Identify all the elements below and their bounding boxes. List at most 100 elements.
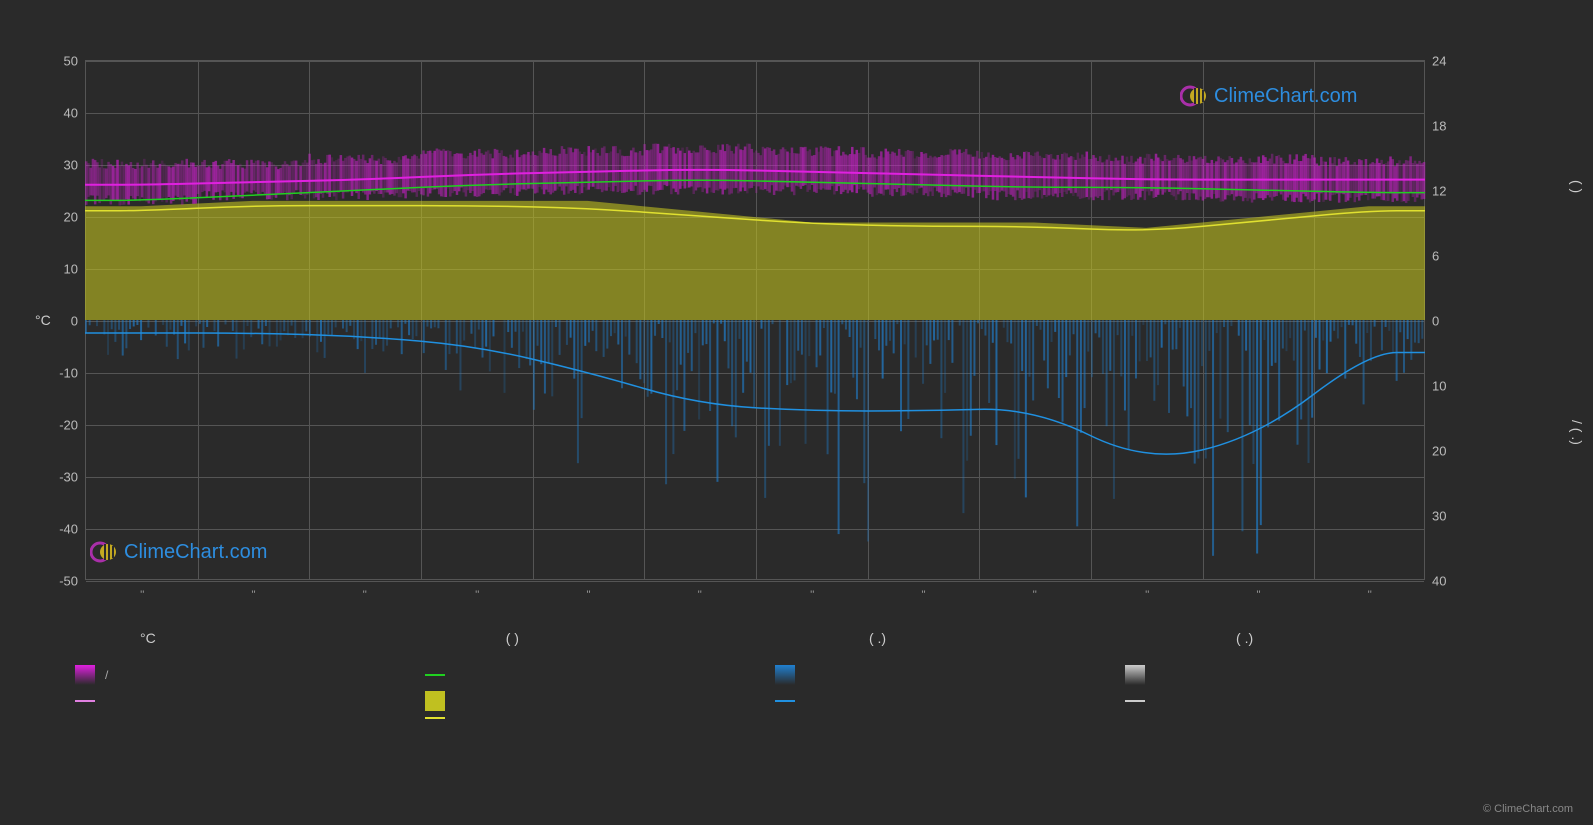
precip-bar bbox=[749, 320, 751, 373]
precip-bar bbox=[1120, 320, 1122, 376]
precip-bar bbox=[1414, 320, 1416, 343]
legend-item bbox=[775, 717, 1105, 719]
y-tick-right: 24 bbox=[1424, 54, 1446, 69]
precip-bar bbox=[805, 320, 807, 444]
temp-spread bbox=[1414, 161, 1417, 202]
precip-bar bbox=[122, 320, 124, 356]
temp-spread bbox=[815, 148, 818, 193]
temp-spread bbox=[956, 154, 959, 193]
precip-bar bbox=[801, 320, 803, 355]
precip-bar bbox=[129, 320, 131, 329]
precip-bar bbox=[250, 320, 252, 337]
precip-bar bbox=[1311, 320, 1313, 418]
precip-bar bbox=[896, 320, 898, 324]
precip-bar bbox=[1308, 320, 1310, 463]
temp-spread bbox=[641, 155, 644, 192]
y-tick-right: 18 bbox=[1424, 119, 1446, 134]
temp-spread bbox=[918, 157, 921, 188]
precip-bar bbox=[709, 320, 711, 411]
precip-bar bbox=[995, 320, 997, 445]
temp-spread bbox=[1036, 152, 1039, 198]
precip-bar bbox=[434, 320, 436, 327]
y-tick-left: -10 bbox=[59, 366, 86, 381]
temp-spread bbox=[534, 155, 537, 193]
precip-bar bbox=[1201, 320, 1203, 366]
precip-bar bbox=[481, 320, 483, 358]
precip-bar bbox=[1315, 320, 1317, 338]
temp-spread bbox=[465, 158, 468, 196]
legend-swatch bbox=[1125, 665, 1145, 685]
temp-spread bbox=[253, 163, 256, 191]
temp-spread bbox=[1249, 158, 1252, 198]
precip-bar bbox=[1403, 320, 1405, 373]
temp-spread bbox=[1251, 162, 1254, 202]
temp-spread bbox=[440, 151, 443, 197]
precip-bar bbox=[951, 320, 953, 363]
precip-bar bbox=[118, 320, 120, 330]
temp-spread bbox=[706, 150, 709, 194]
temp-spread bbox=[1199, 157, 1202, 197]
precip-bar bbox=[823, 320, 825, 328]
temp-spread bbox=[771, 151, 774, 185]
precip-bar bbox=[768, 320, 770, 446]
temp-spread bbox=[1170, 160, 1173, 195]
temp-spread bbox=[107, 162, 110, 196]
precip-bar bbox=[570, 320, 572, 338]
precip-bar bbox=[85, 320, 87, 333]
temp-spread bbox=[317, 159, 320, 200]
temp-spread bbox=[1005, 160, 1008, 197]
temp-spread bbox=[777, 154, 780, 192]
precip-bar bbox=[456, 320, 458, 353]
temp-spread bbox=[572, 152, 575, 190]
temp-spread bbox=[201, 162, 204, 192]
precip-bar bbox=[1036, 320, 1038, 326]
temp-spread bbox=[130, 162, 133, 196]
precip-bar bbox=[731, 320, 733, 426]
temp-spread bbox=[239, 164, 242, 198]
temp-spread bbox=[826, 148, 829, 190]
precip-bar bbox=[1333, 320, 1335, 331]
chart-svg bbox=[85, 60, 1425, 580]
precip-bar bbox=[1087, 320, 1089, 352]
temp-spread bbox=[672, 147, 675, 188]
temp-spread bbox=[349, 156, 352, 191]
temp-spread bbox=[869, 158, 872, 195]
precip-bar bbox=[504, 320, 506, 393]
precip-bar bbox=[713, 320, 715, 323]
temp-spread bbox=[1333, 157, 1336, 195]
temp-spread bbox=[1050, 154, 1053, 195]
temp-spread bbox=[188, 167, 191, 197]
precip-bar bbox=[1168, 320, 1170, 413]
temp-spread bbox=[460, 154, 463, 188]
temp-spread bbox=[934, 156, 937, 187]
precip-bar bbox=[448, 320, 450, 354]
legend-group-title: °C bbox=[140, 630, 156, 646]
temp-spread bbox=[1068, 157, 1071, 190]
precip-bar bbox=[948, 320, 950, 340]
legend-item bbox=[1125, 691, 1455, 711]
temp-spread bbox=[692, 151, 695, 194]
precip-bar bbox=[808, 320, 810, 356]
temp-spread bbox=[927, 158, 930, 196]
temp-spread bbox=[972, 157, 975, 198]
precip-bar bbox=[184, 320, 186, 343]
precip-bar bbox=[1172, 320, 1174, 350]
precip-bar bbox=[1010, 320, 1012, 344]
precip-bar bbox=[133, 320, 135, 326]
temp-spread bbox=[911, 151, 914, 194]
precip-bar bbox=[1040, 320, 1042, 330]
precip-bar bbox=[199, 320, 201, 324]
temp-spread bbox=[337, 159, 340, 193]
temp-spread bbox=[969, 154, 972, 187]
temp-spread bbox=[373, 160, 376, 193]
precip-bar bbox=[698, 320, 700, 419]
x-tick-month: '' bbox=[1368, 589, 1372, 601]
precip-bar bbox=[716, 320, 718, 482]
precip-bar bbox=[1330, 320, 1332, 342]
precip-bar bbox=[390, 320, 392, 328]
precip-bar bbox=[786, 320, 788, 385]
legend-item bbox=[425, 665, 755, 685]
temp-spread bbox=[1034, 153, 1037, 192]
precip-bar bbox=[291, 320, 293, 326]
precip-bar bbox=[1407, 320, 1409, 339]
